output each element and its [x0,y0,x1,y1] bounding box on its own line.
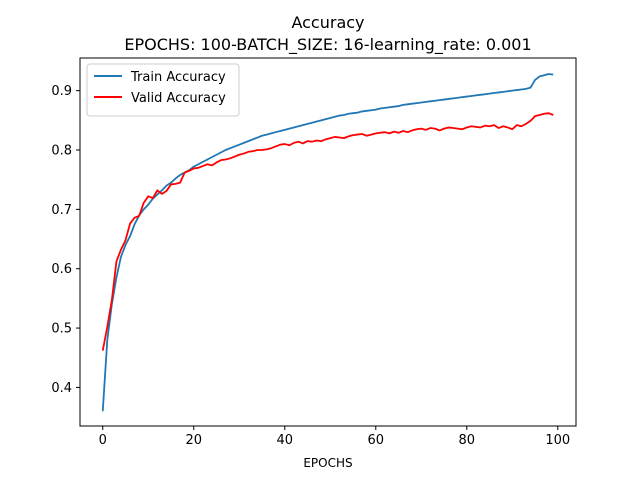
x-axis-label: EPOCHS [303,456,352,470]
chart-title: Accuracy [291,13,364,32]
x-tick-label: 80 [459,433,476,448]
valid-accuracy-line [101,112,554,351]
y-tick-label: 0.6 [51,262,72,277]
y-tick-label: 0.5 [51,322,72,337]
train-accuracy-line [101,73,554,412]
x-tick-label: 20 [185,433,202,448]
legend-box [86,63,240,117]
x-tick-label: 0 [99,433,107,448]
y-tick-label: 0.9 [51,84,72,99]
plot-frame [79,57,577,427]
x-tick-label: 40 [276,433,293,448]
legend: Train Accuracy Valid Accuracy [86,63,240,117]
chart-subtitle: EPOCHS: 100-BATCH_SIZE: 16-learning_rate… [124,35,531,55]
x-tick-label: 100 [545,433,570,448]
y-tick-label: 0.7 [51,203,72,218]
legend-label-train: Train Accuracy [130,70,226,85]
series-lines [101,73,554,412]
legend-label-valid: Valid Accuracy [131,91,226,106]
y-tick-label: 0.4 [51,381,72,396]
y-tick-label: 0.8 [51,144,72,159]
x-tick-label: 60 [368,433,385,448]
axis-ticks: 0 20 40 60 80 100 0.4 0.5 0.6 0.7 0.8 0.9 [51,84,570,448]
